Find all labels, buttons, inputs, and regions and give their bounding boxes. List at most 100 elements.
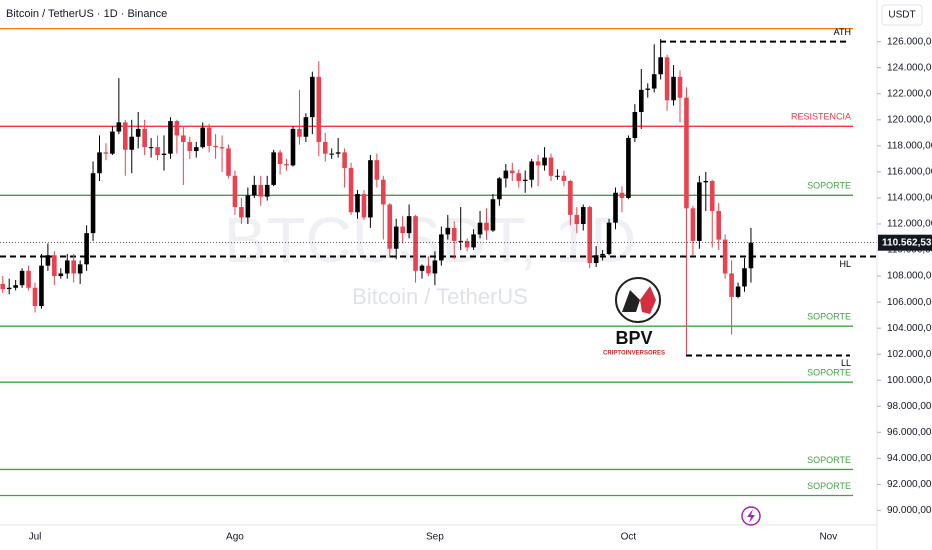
level-label: SOPORTE xyxy=(807,181,851,191)
candle-body xyxy=(697,182,702,241)
x-tick-label: Sep xyxy=(426,532,444,543)
candle-body xyxy=(58,273,64,277)
candle-body xyxy=(355,194,360,213)
y-tick-label: 108.000,00 xyxy=(887,271,932,282)
candle-body xyxy=(426,265,431,274)
candle-body xyxy=(264,184,270,197)
candle-body xyxy=(232,175,238,208)
candle-body xyxy=(148,147,154,149)
candle-body xyxy=(71,260,76,274)
candle-body xyxy=(639,89,644,112)
candle-body xyxy=(709,181,715,211)
candle-body xyxy=(77,264,83,274)
y-tick-label: 126.000,00 xyxy=(887,36,932,47)
candle-body xyxy=(181,135,186,142)
candle-body xyxy=(45,255,51,266)
y-tick-label: 92.000,00 xyxy=(887,479,932,490)
candle-body xyxy=(510,170,515,174)
candle-body xyxy=(626,138,631,198)
candle-body xyxy=(142,128,147,148)
plot-area: ATHRESISTENCIASOPORTEHLSOPORTELLSOPORTES… xyxy=(0,27,877,497)
candle-body xyxy=(561,175,567,182)
logo-text: BPV xyxy=(615,328,652,348)
candle-body xyxy=(26,270,31,288)
candle-body xyxy=(381,179,386,205)
candle-body xyxy=(516,173,522,182)
y-tick-label: 116.000,00 xyxy=(887,167,932,178)
candle-body xyxy=(64,260,70,274)
candle-body xyxy=(310,76,315,118)
watermark-symbol: BTCUSDT, 1D xyxy=(224,204,637,276)
y-tick-label: 90.000,00 xyxy=(887,505,932,516)
candle-body xyxy=(574,214,580,224)
candle-body xyxy=(361,194,367,218)
candle-body xyxy=(213,145,218,148)
logo-subtext: CRIPTOINVERSORES xyxy=(603,351,665,357)
candle-body xyxy=(200,127,205,148)
candle-body xyxy=(335,152,341,154)
candle-body xyxy=(458,240,463,242)
candle-body xyxy=(258,184,264,197)
candle-body xyxy=(406,216,412,234)
candle-body xyxy=(542,157,547,166)
y-tick-label: 124.000,00 xyxy=(887,62,932,73)
candle-body xyxy=(497,178,502,200)
candle-body xyxy=(116,122,122,132)
x-tick-label: Jul xyxy=(29,532,42,543)
y-tick-label: 112.000,00 xyxy=(887,219,932,230)
y-tick-label: 94.000,00 xyxy=(887,453,932,464)
last-price-label: 110.562,53 xyxy=(882,237,932,248)
candle-body xyxy=(703,181,709,183)
alert-bolt[interactable] xyxy=(747,509,755,523)
candle-body xyxy=(432,260,438,274)
candle-body xyxy=(297,128,302,137)
candle-body xyxy=(729,273,734,297)
candle-body xyxy=(535,161,541,166)
currency[interactable]: USDT xyxy=(888,10,915,21)
candle-body xyxy=(413,216,418,271)
candle-body xyxy=(522,179,528,182)
level-label: SOPORTE xyxy=(807,455,851,465)
candle-body xyxy=(90,173,96,234)
candle-body xyxy=(135,128,141,137)
candle-body xyxy=(13,285,18,288)
candle-body xyxy=(471,234,476,248)
candle-body xyxy=(748,242,754,269)
candle-body xyxy=(690,208,696,241)
candle-body xyxy=(664,57,670,101)
candle-body xyxy=(451,227,457,241)
x-tick-label: Oct xyxy=(621,532,637,543)
level-label: SOPORTE xyxy=(807,481,851,491)
alert-icon[interactable] xyxy=(741,506,761,526)
candle-body xyxy=(477,222,483,235)
candle-body xyxy=(342,152,347,168)
candle-body xyxy=(123,122,128,150)
candle-body xyxy=(316,76,322,142)
candle-body xyxy=(252,184,257,196)
candle-body xyxy=(613,192,618,223)
candle-body xyxy=(245,195,251,218)
candle-body xyxy=(671,76,676,101)
candle-body xyxy=(32,287,38,307)
watermark-name: Bitcoin / TetherUS xyxy=(352,284,528,309)
level-label: ATH xyxy=(834,27,851,37)
candle-body xyxy=(387,204,393,249)
candle-body xyxy=(39,265,44,307)
candle-body xyxy=(271,152,276,185)
candle-body xyxy=(6,287,12,290)
y-tick-label: 102.000,00 xyxy=(887,349,932,360)
candle-body xyxy=(645,88,651,90)
x-tick-label: Ago xyxy=(226,532,244,543)
candle-body xyxy=(742,268,747,287)
candle-body xyxy=(290,128,296,166)
level-label: HL xyxy=(839,259,851,269)
candle-body xyxy=(219,147,225,149)
candle-body xyxy=(548,157,554,176)
candle-body xyxy=(619,192,625,198)
currency-button[interactable] xyxy=(881,4,923,26)
candle-body xyxy=(303,117,309,137)
candle-body xyxy=(503,170,509,179)
watermark: BTCUSDT, 1D Bitcoin / TetherUS xyxy=(224,204,637,309)
candle-body xyxy=(393,226,399,249)
